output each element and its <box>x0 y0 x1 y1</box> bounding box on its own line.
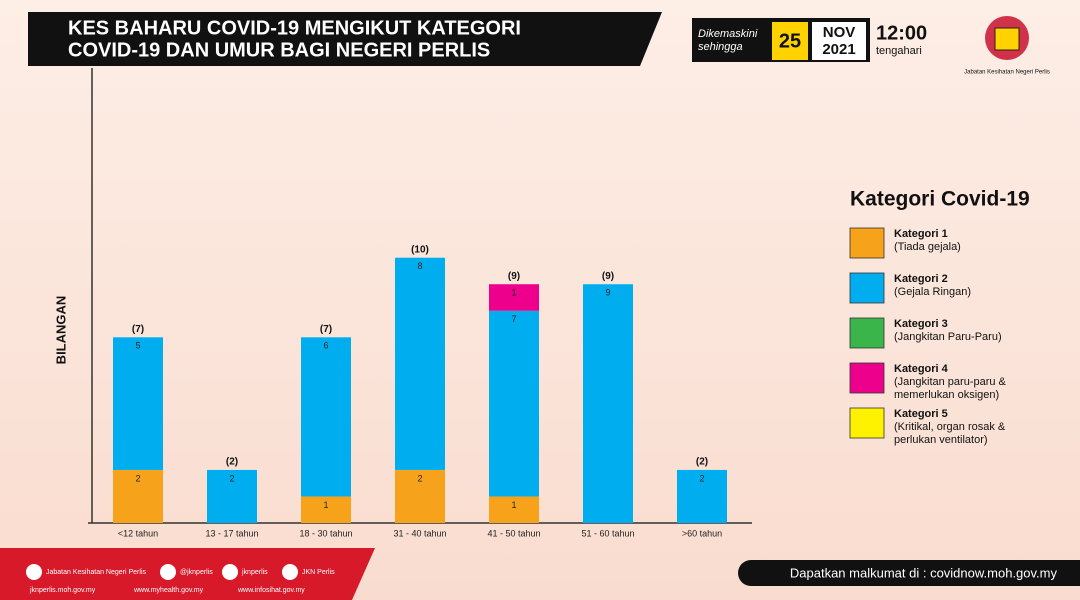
title: KES BAHARU COVID-19 MENGIKUT KATEGORI <box>68 17 521 39</box>
updated-label: sehingga <box>698 41 743 53</box>
social-icon <box>222 564 238 580</box>
value-label: 1 <box>511 500 516 510</box>
bar-segment <box>301 337 351 497</box>
bar-segment <box>395 257 445 470</box>
info: Dapatkan malkumat di : covidnow.moh.gov.… <box>790 565 1058 580</box>
value-label: 1 <box>323 500 328 510</box>
bar-segment <box>583 284 633 523</box>
social-icon <box>282 564 298 580</box>
legend-label: Kategori 5 <box>894 408 948 420</box>
total-label: (9) <box>508 271 520 282</box>
value-label: 7 <box>511 314 516 324</box>
year: 2021 <box>822 41 855 58</box>
total-label: (2) <box>696 457 708 468</box>
social-icon <box>26 564 42 580</box>
total-label: (10) <box>411 244 429 255</box>
value-label: 2 <box>417 473 422 483</box>
bar-segment <box>113 469 163 523</box>
social-label: jknperlis <box>241 569 268 576</box>
bar-segment <box>395 469 445 523</box>
bar-segment <box>489 284 539 311</box>
x-tick-label: <12 tahun <box>118 528 158 538</box>
title: COVID-19 DAN UMUR BAGI NEGERI PERLIS <box>68 39 490 61</box>
month-box <box>812 22 866 60</box>
footer-banner <box>0 548 375 600</box>
legend-label: Kategori 1 <box>894 228 948 240</box>
updated-label: Dikemaskini <box>698 28 758 40</box>
x-tick-label: 41 - 50 tahun <box>487 528 540 538</box>
bar-segment <box>489 310 539 497</box>
value-label: 2 <box>229 473 234 483</box>
value-label: 2 <box>699 473 704 483</box>
legend-label: Kategori 4 <box>894 363 949 375</box>
social-label: @jknperlis <box>180 569 213 576</box>
total-label: (9) <box>602 271 614 282</box>
value-label: 9 <box>605 288 610 298</box>
bar-segment <box>677 469 727 523</box>
x-tick-label: 13 - 17 tahun <box>205 528 258 538</box>
total-label: (7) <box>132 324 144 335</box>
x-tick-label: 51 - 60 tahun <box>581 528 634 538</box>
value-label: 8 <box>417 261 422 271</box>
social-label: Jabatan Kesihatan Negeri Perlis <box>46 569 147 576</box>
legend-description: (Tiada gejala) <box>894 241 961 253</box>
bar-segment <box>301 496 351 523</box>
value-label: 6 <box>323 341 328 351</box>
month: NOV <box>823 24 856 41</box>
social-icon <box>160 564 176 580</box>
title-banner <box>28 12 662 66</box>
bar-segment <box>489 496 539 523</box>
value-label: 5 <box>135 341 140 351</box>
time: 12:00 <box>876 22 927 44</box>
legend-description: memerlukan oksigen) <box>894 389 999 401</box>
legend-swatch <box>849 272 885 304</box>
day: 25 <box>779 30 801 52</box>
footer-link: www.myhealth.gov.my <box>133 587 204 594</box>
total-label: (2) <box>226 457 238 468</box>
day-box <box>772 22 808 60</box>
x-tick-label: >60 tahun <box>682 528 722 538</box>
info-bar <box>738 560 1080 586</box>
total-label: (7) <box>320 324 332 335</box>
social-label: JKN Perlis <box>302 569 335 576</box>
legend-description: (Jangkitan paru-paru & <box>894 376 1007 388</box>
legend-label: Kategori 2 <box>894 273 948 285</box>
legend-description: (Gejala Ringan) <box>894 286 971 298</box>
legend-description: perlukan ventilator) <box>894 434 988 446</box>
legend-swatch <box>849 407 885 439</box>
x-tick-label: 31 - 40 tahun <box>393 528 446 538</box>
x-tick-label: 18 - 30 tahun <box>299 528 352 538</box>
legend-description: (Jangkitan Paru-Paru) <box>894 331 1002 343</box>
time-note: tengahari <box>876 45 922 57</box>
legend-title: Kategori Covid-19 <box>850 188 1030 211</box>
legend-swatch <box>849 227 885 259</box>
bar-segment <box>207 469 257 523</box>
agency: Jabatan Kesihatan Negeri Perlis <box>964 70 1050 76</box>
legend-description: (Kritikal, organ rosak & <box>894 421 1006 433</box>
legend-swatch <box>849 362 885 394</box>
bar-segment <box>113 337 163 470</box>
footer-link: jknperlis.moh.gov.my <box>29 587 96 594</box>
value-label: 2 <box>135 473 140 483</box>
value-label: 1 <box>511 288 516 298</box>
legend-swatch <box>849 317 885 349</box>
legend-label: Kategori 3 <box>894 318 948 330</box>
logo <box>985 16 1029 60</box>
footer-link: www.infosihat.gov.my <box>237 587 305 594</box>
y-axis-label: BILANGAN <box>53 296 68 365</box>
